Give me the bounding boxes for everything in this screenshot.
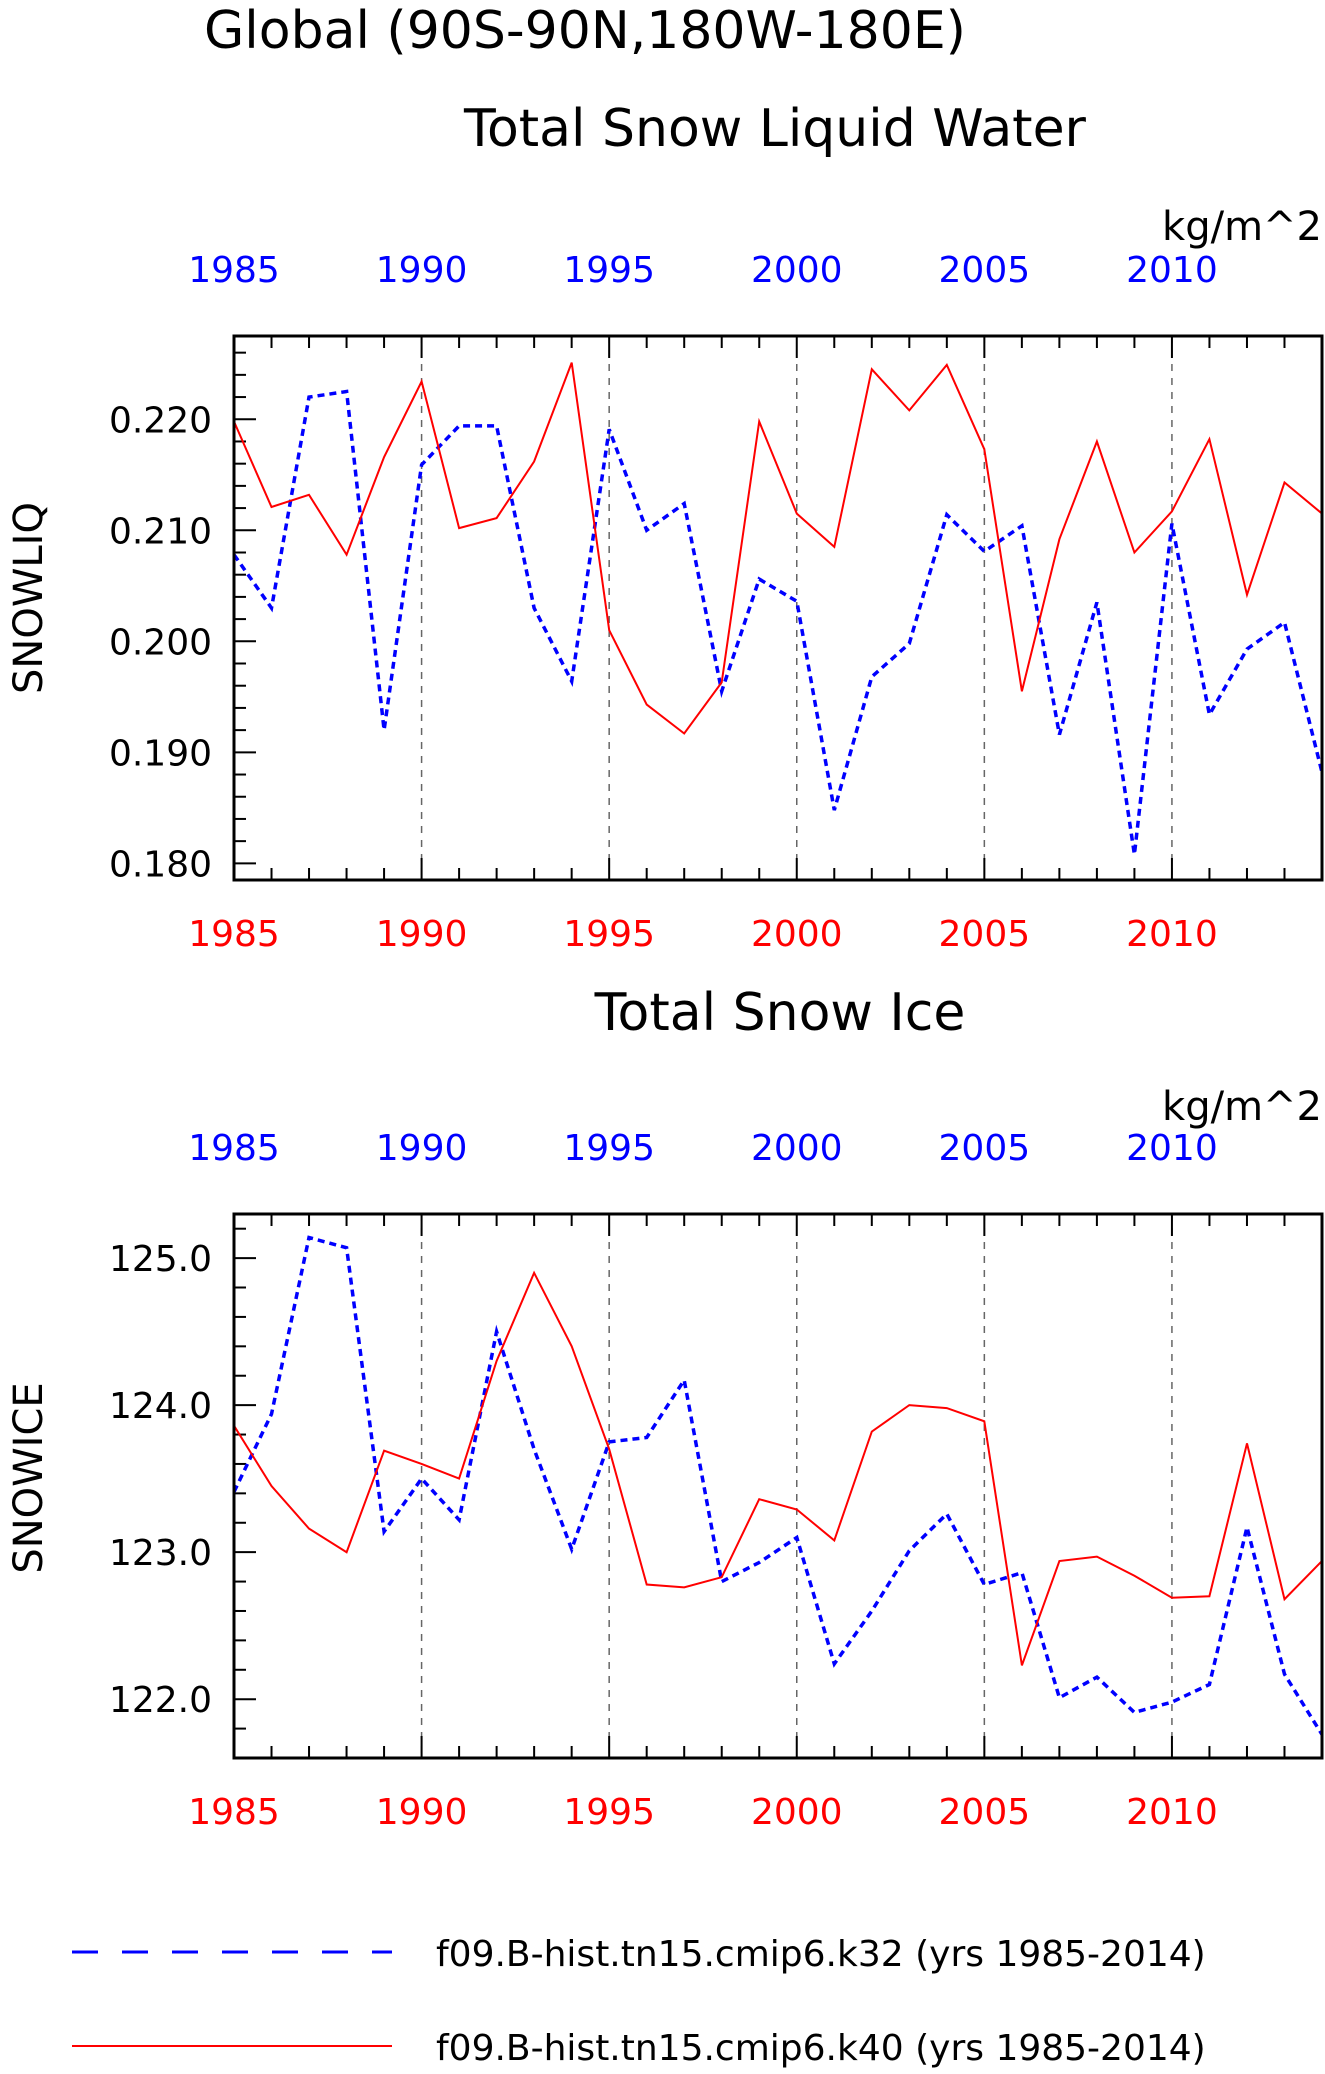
x-tick-label-top-snowice-2000: 2000	[751, 1128, 843, 1169]
x-tick-label-top-snowliq-2010: 2010	[1126, 250, 1218, 291]
plot-frame-snowice	[232, 1212, 1324, 1760]
series-line-snowice-k40	[234, 1270, 1322, 1666]
x-tick-label-bottom-snowliq-1990: 1990	[376, 914, 468, 955]
y-tick-label-snowliq-0.190: 0.190	[109, 733, 212, 774]
x-tick-label-bottom-snowice-1990: 1990	[376, 1792, 468, 1833]
x-tick-label-top-snowice-1985: 1985	[188, 1128, 280, 1169]
x-tick-label-top-snowice-1995: 1995	[563, 1128, 655, 1169]
y-tick-label-snowliq-0.200: 0.200	[109, 622, 212, 663]
x-tick-label-top-snowliq-1990: 1990	[376, 250, 468, 291]
y-axis-label-snowice: SNOWICE	[6, 1382, 52, 1573]
y-tick-label-snowice-123.0: 123.0	[109, 1533, 212, 1574]
x-tick-label-bottom-snowice-2000: 2000	[751, 1792, 843, 1833]
legend-label-k32: f09.B-hist.tn15.cmip6.k32 (yrs 1985-2014…	[436, 1934, 1206, 1975]
chart-panel-snowliq: Total Snow Liquid Water kg/m^2 SNOWLIQ 0…	[6, 99, 1324, 955]
figure-title-line1: Global (90S-90N,180W-180E)	[204, 1, 966, 61]
panel-title-snowliq: Total Snow Liquid Water	[463, 99, 1087, 159]
y-tick-label-snowliq-0.210: 0.210	[109, 511, 212, 552]
series-line-snowliq-k40	[234, 362, 1322, 735]
y-tick-label-snowliq-0.180: 0.180	[109, 844, 212, 885]
units-label-snowice: kg/m^2	[1162, 1084, 1322, 1130]
x-tick-label-top-snowice-1990: 1990	[376, 1128, 468, 1169]
y-tick-label-snowice-122.0: 122.0	[109, 1680, 212, 1721]
series-line-snowice-k32	[234, 1235, 1322, 1736]
y-tick-label-snowliq-0.220: 0.220	[109, 400, 212, 441]
x-tick-label-bottom-snowliq-2010: 2010	[1126, 914, 1218, 955]
x-tick-label-bottom-snowliq-2000: 2000	[751, 914, 843, 955]
x-tick-label-top-snowliq-2005: 2005	[939, 250, 1031, 291]
x-tick-label-bottom-snowice-1995: 1995	[563, 1792, 655, 1833]
x-tick-label-bottom-snowice-1985: 1985	[188, 1792, 280, 1833]
y-tick-label-snowice-124.0: 124.0	[109, 1386, 212, 1427]
y-axis-label-snowliq: SNOWLIQ	[6, 502, 52, 694]
plot-frame-snowliq	[232, 334, 1324, 882]
series-line-snowliq-k32	[234, 389, 1322, 855]
legend-label-k40: f09.B-hist.tn15.cmip6.k40 (yrs 1985-2014…	[436, 2028, 1206, 2069]
x-tick-label-top-snowice-2010: 2010	[1126, 1128, 1218, 1169]
chart-panel-snowice: Total Snow Ice kg/m^2 SNOWICE 122.0 123.0…	[6, 983, 1324, 1833]
x-tick-label-bottom-snowliq-1995: 1995	[563, 914, 655, 955]
legend: f09.B-hist.tn15.cmip6.k32 (yrs 1985-2014…	[72, 1934, 1206, 2069]
x-tick-label-top-snowliq-1985: 1985	[188, 250, 280, 291]
x-tick-label-bottom-snowliq-2005: 2005	[939, 914, 1031, 955]
units-label-snowliq: kg/m^2	[1162, 204, 1322, 250]
x-tick-label-top-snowice-2005: 2005	[939, 1128, 1031, 1169]
x-tick-label-bottom-snowliq-1985: 1985	[188, 914, 280, 955]
x-tick-label-top-snowliq-2000: 2000	[751, 250, 843, 291]
x-tick-label-bottom-snowice-2010: 2010	[1126, 1792, 1218, 1833]
x-tick-label-top-snowliq-1995: 1995	[563, 250, 655, 291]
y-tick-label-snowice-125.0: 125.0	[109, 1239, 212, 1280]
panel-title-snowice: Total Snow Ice	[594, 983, 966, 1043]
x-tick-label-bottom-snowice-2005: 2005	[939, 1792, 1031, 1833]
